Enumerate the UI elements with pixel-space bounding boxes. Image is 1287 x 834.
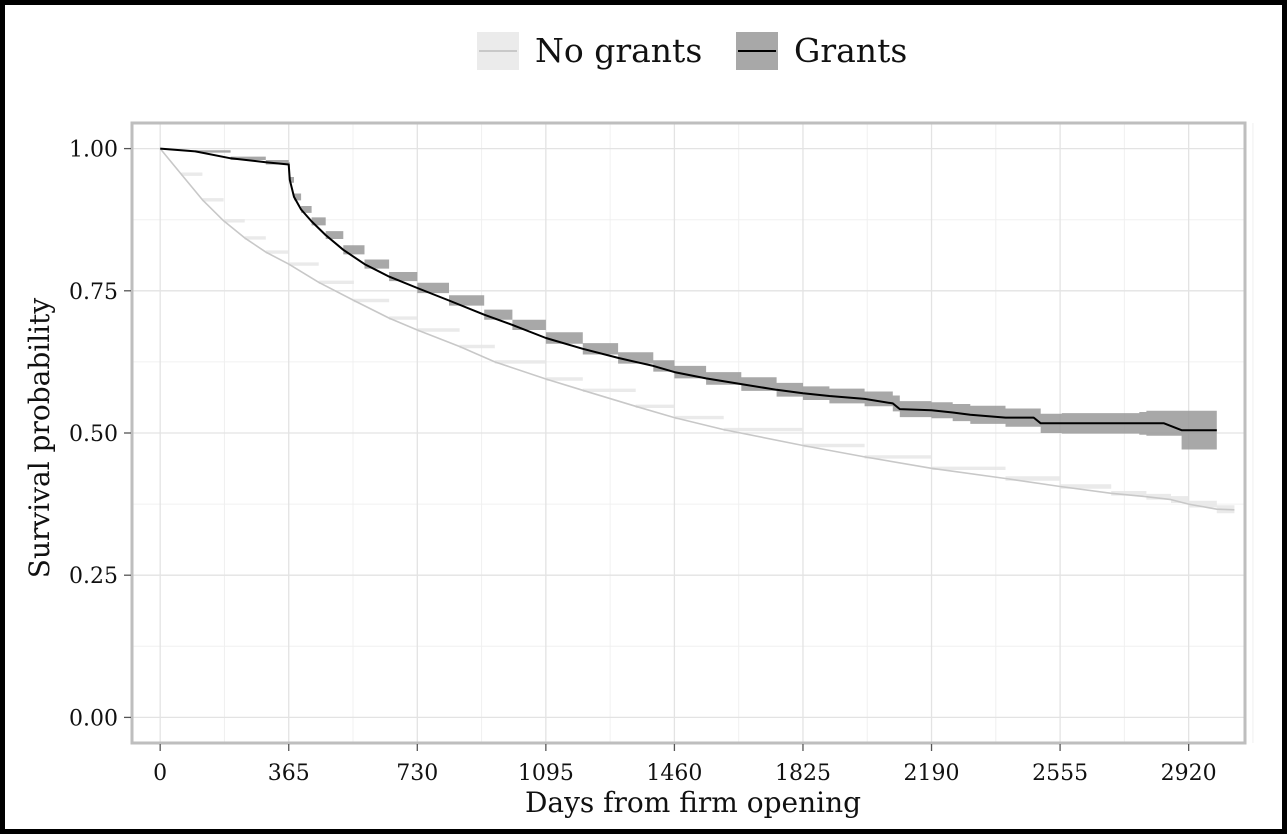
- survival-curves: [159, 147, 1235, 511]
- y-axis-title: Survival probability: [23, 298, 56, 579]
- x-axis-ticks: 0 365 730 1095 1460 1825 2190 2555 2920: [153, 744, 1217, 786]
- y-axis-ticks: 0.00 0.25 0.50 0.75 1.00: [69, 138, 131, 731]
- survival-chart: No grants Grants 0 365 730 1095 1460 1825 2190…: [23, 31, 1254, 819]
- survival-line-grants: [160, 147, 1217, 432]
- gridlines: [132, 123, 1254, 743]
- x-tick-label: 1460: [646, 761, 702, 786]
- legend-label-grants: Grants: [794, 31, 907, 70]
- y-tick-label: 1.00: [69, 138, 118, 163]
- x-tick-label: 0: [153, 761, 167, 786]
- x-tick-label: 2920: [1161, 761, 1217, 786]
- x-tick-label: 1825: [775, 761, 831, 786]
- x-tick-label: 730: [396, 761, 438, 786]
- y-tick-label: 0.25: [69, 564, 118, 589]
- x-tick-label: 1095: [518, 761, 574, 786]
- y-tick-label: 0.75: [69, 280, 118, 305]
- x-tick-label: 365: [268, 761, 310, 786]
- y-tick-label: 0.50: [69, 422, 118, 447]
- legend-label-no-grants: No grants: [535, 31, 702, 70]
- legend: No grants Grants: [477, 31, 907, 70]
- plot-border: [130, 121, 1247, 745]
- x-tick-label: 2190: [904, 761, 960, 786]
- survival-line-no-grants: [159, 148, 1235, 511]
- y-tick-label: 0.00: [69, 706, 118, 731]
- ci-band-grants: [160, 148, 1217, 450]
- x-tick-label: 2555: [1032, 761, 1088, 786]
- x-axis-title: Days from firm opening: [525, 786, 861, 819]
- confidence-bands: [160, 148, 1235, 514]
